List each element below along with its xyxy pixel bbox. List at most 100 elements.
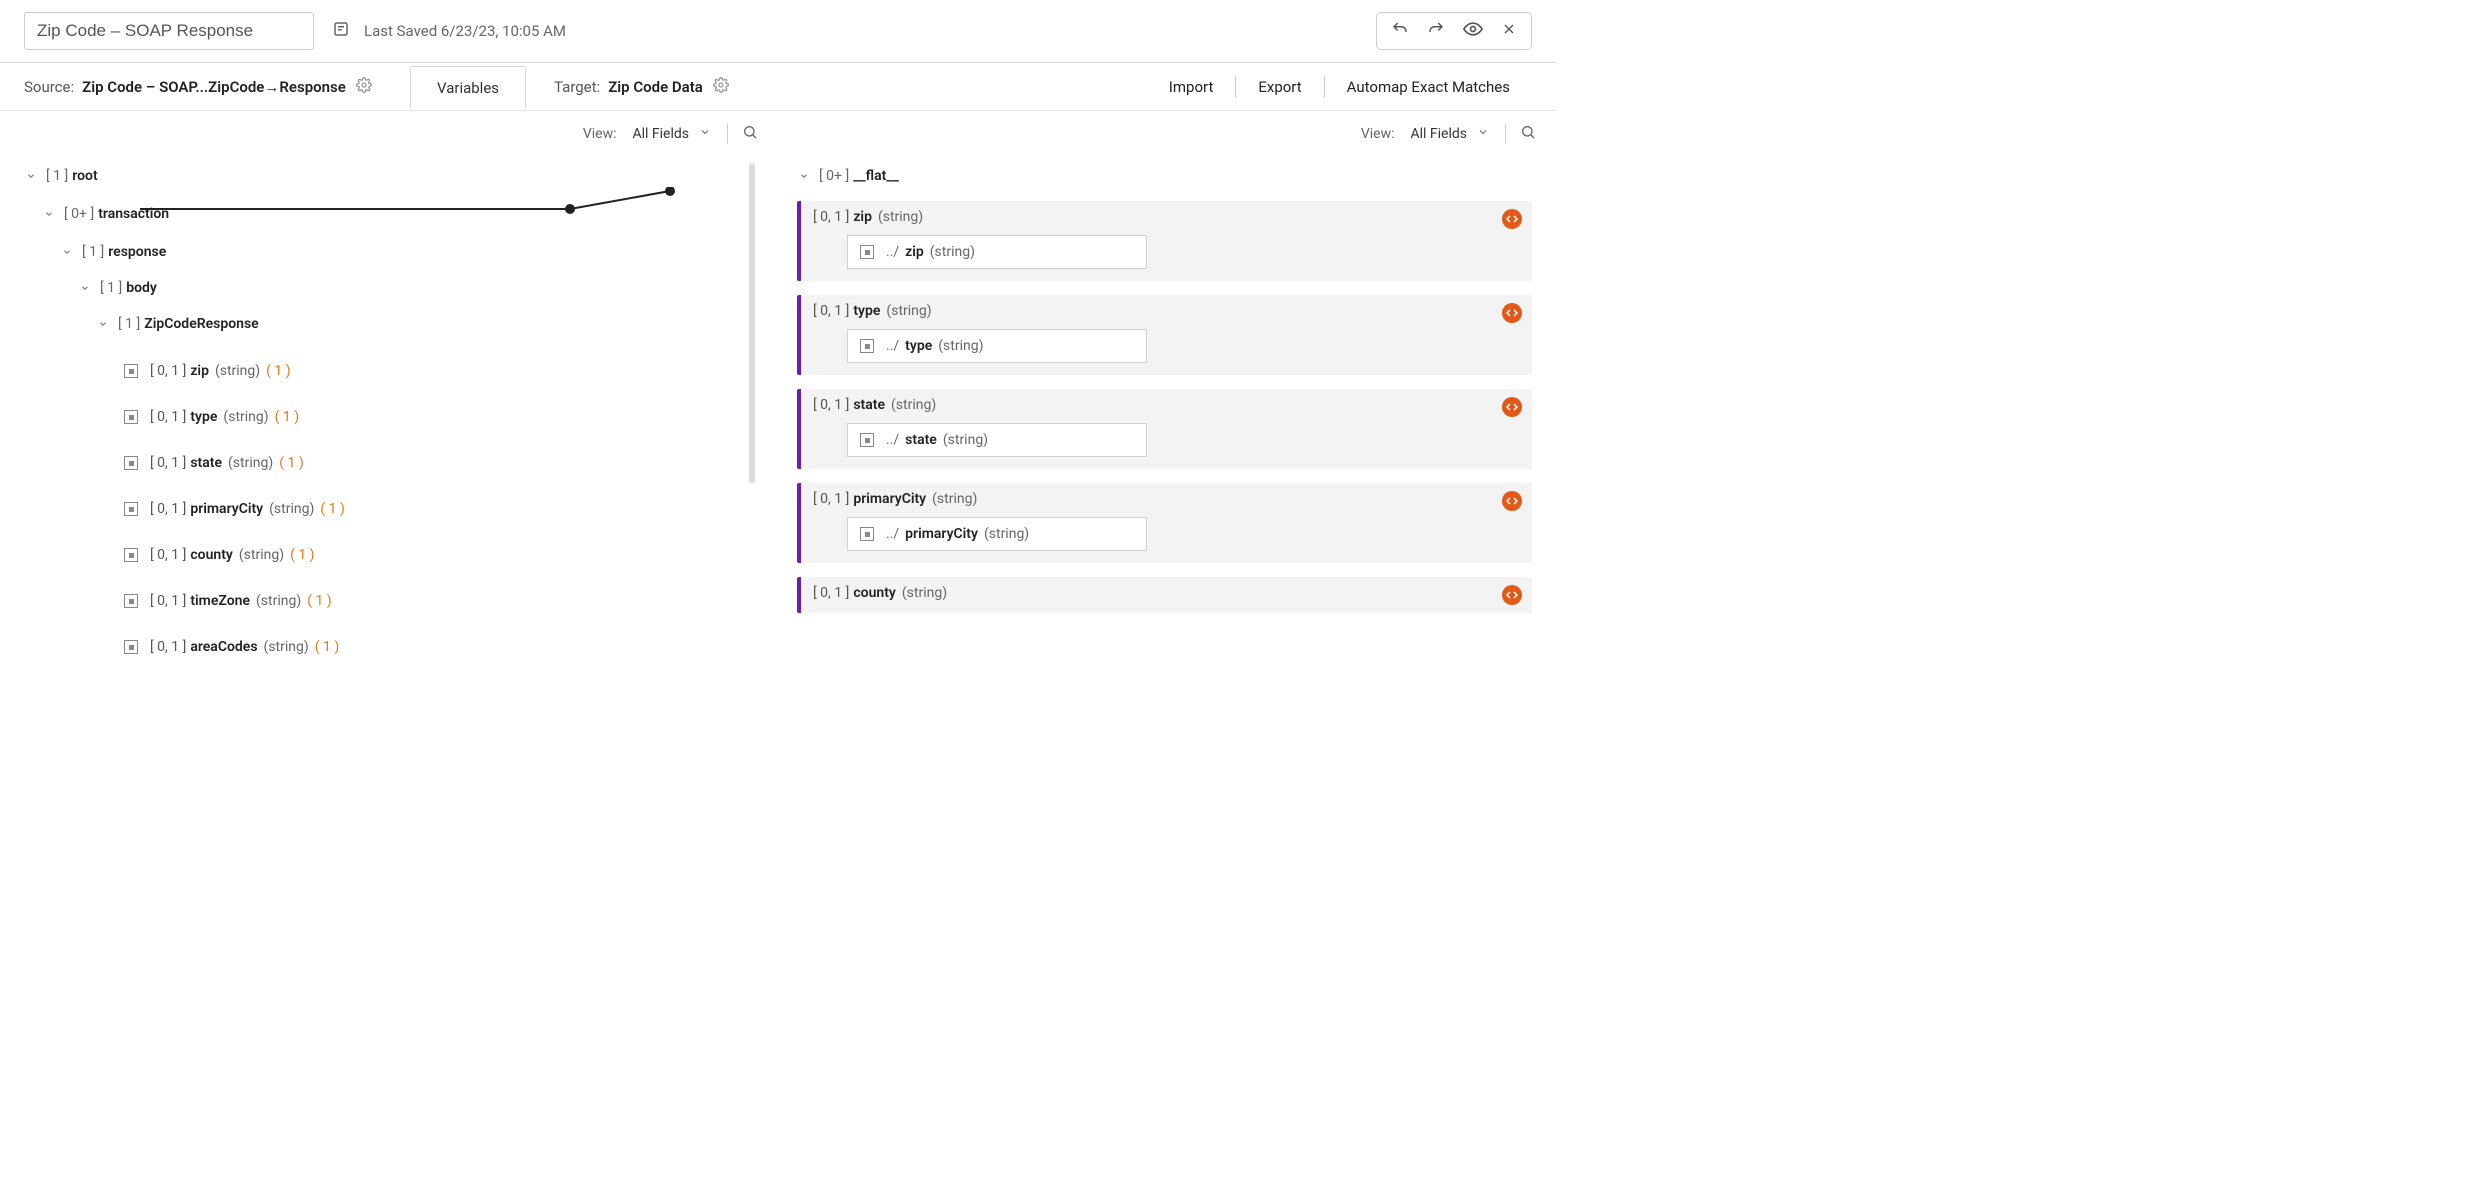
gear-icon[interactable]: [356, 77, 372, 97]
field-name: areaCodes: [190, 637, 257, 658]
cardinality: [ 0+ ]: [64, 204, 94, 225]
field-name: timeZone: [190, 591, 250, 612]
source-field[interactable]: [ 0, 1 ] state(string)( 1 ): [124, 445, 759, 481]
undo-icon[interactable]: [1391, 20, 1409, 42]
variables-tab[interactable]: Variables: [410, 66, 526, 109]
target-field[interactable]: [ 0, 1 ] type(string)../type(string): [797, 295, 1532, 375]
source-field[interactable]: [ 0, 1 ] type(string)( 1 ): [124, 399, 759, 435]
field-type: (string): [228, 453, 273, 474]
source-field[interactable]: [ 0, 1 ] timeZone(string)( 1 ): [124, 583, 759, 619]
cardinality: [ 1 ]: [46, 166, 68, 187]
field-header: [ 0, 1 ] state(string): [813, 397, 1520, 413]
chevron-down-icon[interactable]: [42, 207, 56, 221]
cardinality: [ 0, 1 ]: [813, 397, 849, 413]
mapping-name: state: [905, 432, 937, 448]
automap-button[interactable]: Automap Exact Matches: [1325, 78, 1532, 96]
field-name: zip: [853, 209, 872, 225]
mapping-box[interactable]: ../zip(string): [847, 235, 1147, 269]
tree-node-response[interactable]: [ 1 ] response: [24, 237, 759, 267]
field-count: ( 1 ): [290, 545, 314, 566]
cardinality: [ 0, 1 ]: [150, 545, 186, 566]
source-label: Source:: [24, 78, 74, 96]
code-icon[interactable]: [1502, 585, 1522, 605]
chevron-down-icon[interactable]: [96, 317, 110, 331]
export-button[interactable]: Export: [1236, 78, 1323, 96]
close-icon[interactable]: [1501, 21, 1517, 41]
cardinality: [ 0, 1 ]: [150, 591, 186, 612]
chevron-down-icon[interactable]: [797, 169, 811, 183]
import-button[interactable]: Import: [1147, 78, 1236, 96]
field-name: type: [853, 303, 880, 319]
view-dropdown[interactable]: All Fields: [632, 126, 689, 142]
field-icon: [860, 433, 874, 447]
cardinality: [ 0, 1 ]: [150, 499, 186, 520]
field-header: [ 0, 1 ] primaryCity(string): [813, 491, 1520, 507]
scrollbar[interactable]: [749, 163, 755, 483]
tree-node-zipcoderesponse[interactable]: [ 1 ] ZipCodeResponse: [24, 309, 759, 339]
view-bar: View: All Fields View: All Fields: [0, 111, 1556, 157]
chevron-down-icon[interactable]: [699, 126, 711, 142]
mapping-box[interactable]: ../state(string): [847, 423, 1147, 457]
source-value: Zip Code – SOAP...ZipCode→Response: [82, 78, 346, 96]
source-field[interactable]: [ 0, 1 ] primaryCity(string)( 1 ): [124, 491, 759, 527]
tree-node-root[interactable]: [ 1 ] root: [24, 161, 759, 191]
node-name: response: [108, 242, 166, 263]
source-field[interactable]: [ 0, 1 ] county(string)( 1 ): [124, 537, 759, 573]
search-icon[interactable]: [727, 124, 758, 144]
code-icon[interactable]: [1502, 209, 1522, 229]
mapping-box[interactable]: ../type(string): [847, 329, 1147, 363]
chevron-down-icon[interactable]: [78, 281, 92, 295]
field-icon: [860, 245, 874, 259]
tree-node-flat[interactable]: [ 0+ ] __flat__: [797, 161, 1532, 191]
tree-node-transaction[interactable]: [ 0+ ] transaction: [24, 199, 759, 229]
mapping-box[interactable]: ../ primaryCity (string): [847, 517, 1147, 551]
field-count: ( 1 ): [320, 499, 344, 520]
field-count: ( 1 ): [279, 453, 303, 474]
field-count: ( 1 ): [266, 361, 290, 382]
note-icon[interactable]: [332, 20, 350, 42]
top-actions: [1376, 12, 1532, 50]
field-icon: [124, 410, 138, 424]
target-panel: [ 0+ ] __flat__ [ 0, 1 ] zip (string) ../z…: [759, 157, 1556, 695]
tree-node-body[interactable]: [ 1 ] body: [24, 273, 759, 303]
code-icon[interactable]: [1502, 491, 1522, 511]
title-input[interactable]: [24, 12, 314, 50]
mapping-prefix: ../: [886, 244, 899, 260]
node-name: ZipCodeResponse: [144, 314, 258, 335]
preview-icon[interactable]: [1463, 19, 1483, 43]
field-type: (string): [223, 407, 268, 428]
source-field[interactable]: [ 0, 1 ] zip(string)( 1 ): [124, 353, 759, 389]
field-icon: [860, 527, 874, 541]
view-dropdown[interactable]: All Fields: [1410, 126, 1467, 142]
chevron-down-icon[interactable]: [24, 169, 38, 183]
target-field[interactable]: [ 0, 1 ] county(string): [797, 577, 1532, 613]
mapping-prefix: ../: [886, 432, 899, 448]
field-icon: [124, 502, 138, 516]
code-icon[interactable]: [1502, 397, 1522, 417]
cardinality: [ 0, 1 ]: [150, 361, 186, 382]
target-field[interactable]: [ 0, 1 ] primaryCity(string) ../ primaryCi…: [797, 483, 1532, 563]
field-count: ( 1 ): [315, 637, 339, 658]
mapping-name: primaryCity: [905, 526, 978, 542]
field-icon: [860, 339, 874, 353]
redo-icon[interactable]: [1427, 20, 1445, 42]
source-tree: [ 1 ] root [ 0+ ] transaction [ 1 ] resp…: [24, 161, 759, 665]
mapping-prefix: ../: [886, 526, 899, 542]
node-name: root: [72, 166, 97, 187]
content: [ 1 ] root [ 0+ ] transaction [ 1 ] resp…: [0, 157, 1556, 695]
cardinality: [ 0, 1 ]: [813, 303, 849, 319]
chevron-down-icon[interactable]: [60, 245, 74, 259]
source-view-controls: View: All Fields: [0, 124, 778, 144]
target-field[interactable]: [ 0, 1 ] state(string)../state(string): [797, 389, 1532, 469]
field-count: ( 1 ): [307, 591, 331, 612]
cardinality: [ 0+ ]: [819, 168, 849, 184]
field-name: type: [190, 407, 217, 428]
code-icon[interactable]: [1502, 303, 1522, 323]
search-icon[interactable]: [1505, 124, 1536, 144]
source-field[interactable]: [ 0, 1 ] areaCodes(string)( 1 ): [124, 629, 759, 665]
mapping-type: (string): [984, 526, 1029, 542]
gear-icon[interactable]: [713, 77, 729, 97]
target-field[interactable]: [ 0, 1 ] zip(string)../zip(string): [797, 201, 1532, 281]
chevron-down-icon[interactable]: [1477, 126, 1489, 142]
field-type: (string): [878, 209, 923, 225]
